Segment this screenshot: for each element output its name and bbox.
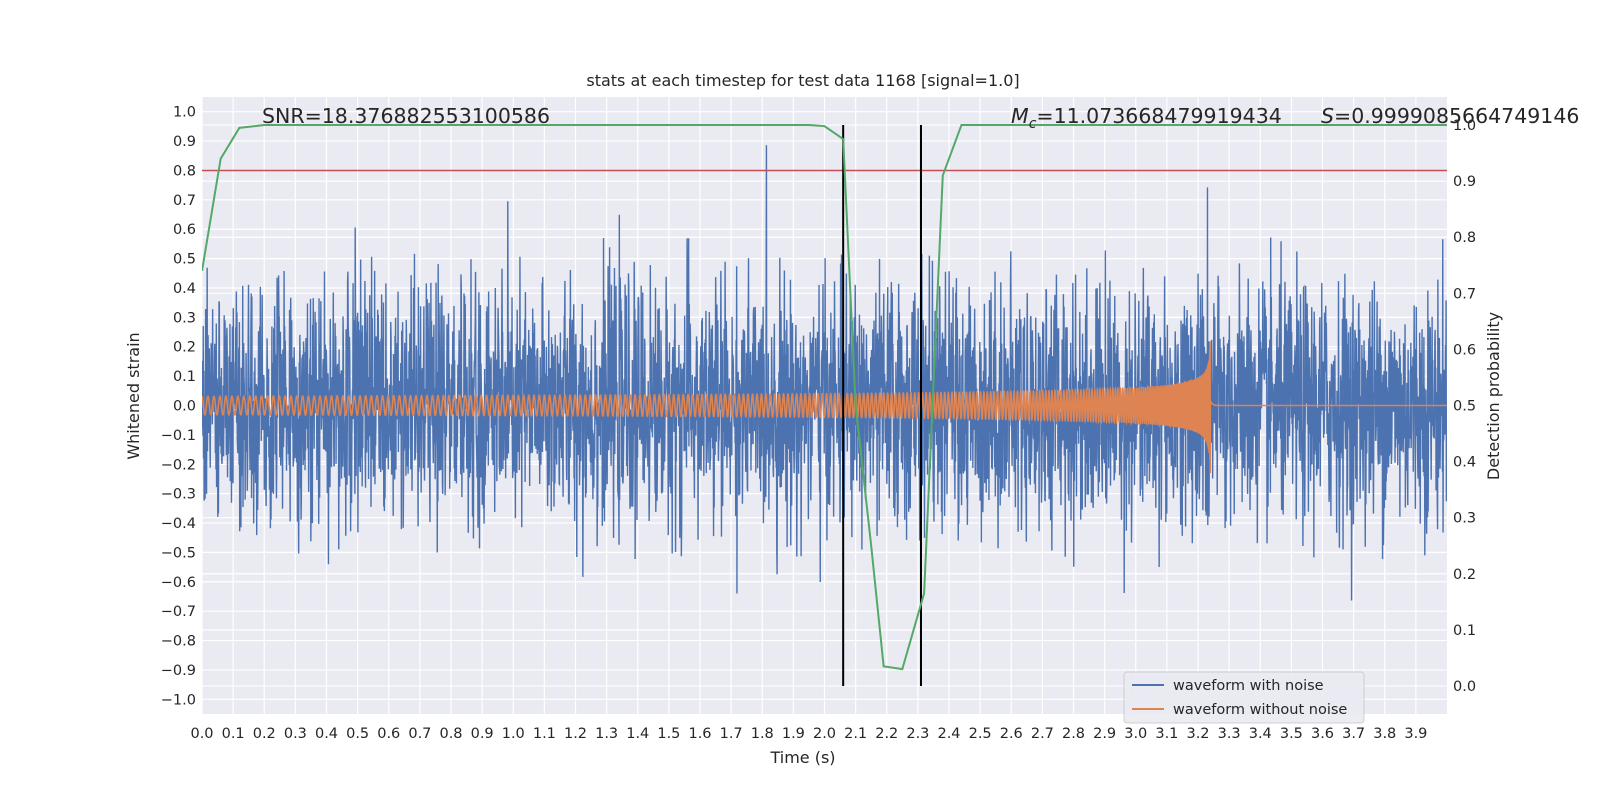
x-tick-label: 0.1: [222, 726, 245, 742]
y-tick-label: −0.7: [161, 604, 196, 620]
y-tick-label: 0.0: [173, 399, 196, 415]
x-tick-label: 3.8: [1373, 726, 1396, 742]
x-tick-labels: 0.0 0.1 0.2 0.3 0.4 0.5 0.6 0.7 0.8 0.9 1.0 1.1 1.2 1…: [190, 726, 1427, 742]
x-tick-label: 2.2: [875, 726, 898, 742]
x-tick-label: 2.9: [1093, 726, 1116, 742]
y-tick-label: 0.4: [173, 281, 196, 297]
x-tick-label: 1.1: [533, 726, 556, 742]
chirp-mass-annotation: Mc=11.073668479919434: [1011, 104, 1282, 132]
x-tick-label: 3.6: [1311, 726, 1334, 742]
y-tick-label: 0.2: [173, 340, 196, 356]
x-axis-label: Time (s): [769, 748, 835, 767]
x-tick-label: 0.3: [284, 726, 307, 742]
x-tick-label: 2.0: [813, 726, 836, 742]
y-tick-label: −1.0: [161, 692, 196, 708]
y2-tick-label: 0.9: [1453, 174, 1476, 190]
y-tick-labels: 1.0 0.9 0.8 0.7 0.6 0.5 0.4 0.3 0.2 0.1 0.0 −0.1 −0.…: [161, 105, 196, 709]
x-tick-label: 1.2: [564, 726, 587, 742]
x-tick-label: 3.0: [1124, 726, 1147, 742]
x-tick-label: 2.3: [906, 726, 929, 742]
x-tick-label: 0.5: [346, 726, 369, 742]
x-tick-label: 1.9: [782, 726, 805, 742]
x-tick-label: 3.3: [1218, 726, 1241, 742]
x-tick-label: 0.2: [253, 726, 276, 742]
y-tick-label: −0.9: [161, 663, 196, 679]
series-layer: [202, 124, 1447, 686]
y-tick-label: 0.6: [173, 222, 196, 238]
x-tick-label: 2.8: [1062, 726, 1085, 742]
x-tick-label: 2.4: [937, 726, 960, 742]
y2-tick-label: 0.0: [1453, 679, 1476, 695]
x-tick-label: 2.1: [844, 726, 867, 742]
x-tick-label: 1.0: [502, 726, 525, 742]
y2-tick-label: 0.1: [1453, 623, 1476, 639]
x-tick-label: 0.9: [471, 726, 494, 742]
x-tick-label: 0.8: [439, 726, 462, 742]
x-tick-label: 3.7: [1342, 726, 1365, 742]
y2-tick-label: 1.0: [1453, 118, 1476, 134]
y-tick-label: 0.7: [173, 193, 196, 209]
x-tick-label: 0.6: [377, 726, 400, 742]
x-tick-label: 1.8: [751, 726, 774, 742]
legend-label-clean: waveform without noise: [1173, 702, 1347, 718]
y2-tick-label: 0.4: [1453, 455, 1476, 471]
y2-tick-label: 0.8: [1453, 230, 1476, 246]
y2-tick-labels: 0.0 0.1 0.2 0.3 0.4 0.5 0.6 0.7 0.8 0.9 1.0: [1453, 118, 1476, 695]
snr-annotation: SNR=18.376882553100586: [262, 104, 550, 128]
y2-tick-label: 0.3: [1453, 511, 1476, 527]
y-tick-label: 0.9: [173, 134, 196, 150]
y-tick-label: −0.5: [161, 545, 196, 561]
x-tick-label: 0.0: [190, 726, 213, 742]
x-tick-label: 2.5: [969, 726, 992, 742]
x-tick-label: 1.4: [626, 726, 649, 742]
series-line-detection-probability: [202, 124, 1447, 671]
y2-tick-label: 0.6: [1453, 342, 1476, 358]
series-line-waveform-without-noise: [202, 340, 1447, 473]
x-tick-label: 1.7: [720, 726, 743, 742]
legend: waveform with noise waveform without noi…: [1123, 671, 1365, 724]
x-tick-label: 1.6: [688, 726, 711, 742]
y-tick-label: 0.1: [173, 369, 196, 385]
x-tick-label: 1.3: [595, 726, 618, 742]
y-tick-label: 1.0: [173, 105, 196, 121]
y-tick-label: −0.6: [161, 575, 196, 591]
y2-tick-label: 0.2: [1453, 567, 1476, 583]
chart-title: stats at each timestep for test data 116…: [586, 71, 1019, 90]
y-tick-label: 0.5: [173, 252, 196, 268]
y-tick-label: −0.3: [161, 487, 196, 503]
y-axis-label: Whitened strain: [124, 332, 143, 459]
y2-axis-label: Detection probability: [1484, 312, 1503, 480]
y-tick-label: −0.8: [161, 634, 196, 650]
y-tick-label: −0.2: [161, 457, 196, 473]
x-tick-label: 3.2: [1186, 726, 1209, 742]
s-annotation: S=0.9999085664749146: [1321, 104, 1579, 128]
series-line-waveform-with-noise: [202, 145, 1447, 601]
y-tick-label: −0.1: [161, 428, 196, 444]
x-tick-label: 3.5: [1280, 726, 1303, 742]
y2-tick-label: 0.7: [1453, 286, 1476, 302]
legend-box: [1123, 671, 1365, 724]
y2-tick-label: 0.5: [1453, 399, 1476, 415]
x-tick-label: 0.7: [408, 726, 431, 742]
x-tick-label: 0.4: [315, 726, 338, 742]
y-tick-label: 0.8: [173, 163, 196, 179]
x-tick-label: 1.5: [657, 726, 680, 742]
x-tick-label: 3.4: [1249, 726, 1272, 742]
y-tick-label: 0.3: [173, 310, 196, 326]
legend-label-noise: waveform with noise: [1173, 678, 1324, 694]
x-tick-label: 2.7: [1031, 726, 1054, 742]
x-tick-label: 2.6: [1000, 726, 1023, 742]
y-tick-label: −0.4: [161, 516, 196, 532]
x-tick-label: 3.9: [1404, 726, 1427, 742]
x-tick-label: 3.1: [1155, 726, 1178, 742]
